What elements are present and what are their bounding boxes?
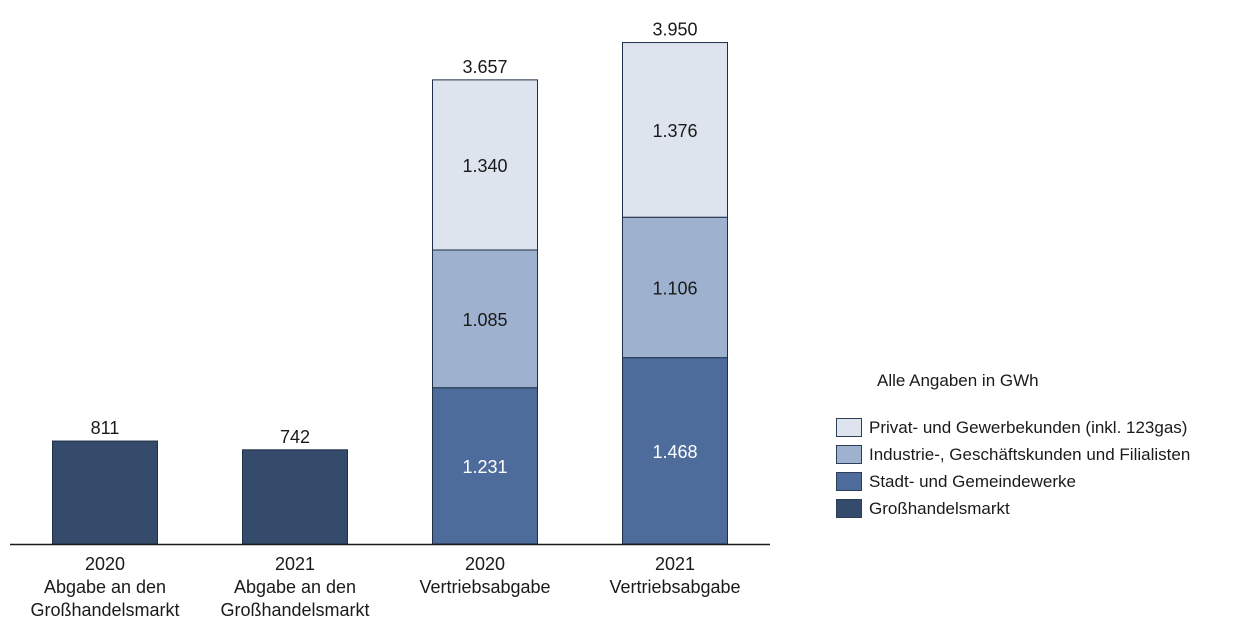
bar-total-label: 811 xyxy=(91,418,120,438)
legend-label-privat: Privat- und Gewerbekunden (inkl. 123gas) xyxy=(869,417,1188,437)
segment-value-label: 1.340 xyxy=(462,156,507,176)
bar-segment xyxy=(432,387,538,545)
legend-item-privat: Privat- und Gewerbekunden (inkl. 123gas) xyxy=(836,414,1190,441)
segment-value-label: 1.106 xyxy=(652,278,697,298)
legend-label-industrie: Industrie-, Geschäftskunden und Filialis… xyxy=(869,444,1191,464)
legend-swatch-stadt xyxy=(836,472,862,491)
x-tick-label: 2021 xyxy=(655,554,695,574)
legend-label-grosshandel: Großhandelsmarkt xyxy=(869,498,1010,518)
segment-value-label: 1.376 xyxy=(652,121,697,141)
legend-label-stadt: Stadt- und Gemeindewerke xyxy=(869,471,1076,491)
x-tick-label: Großhandelsmarkt xyxy=(220,600,369,620)
bar-total-label: 3.950 xyxy=(652,20,697,40)
segment-value-label: 1.231 xyxy=(462,457,507,477)
x-tick-label: Abgabe an den xyxy=(234,577,356,597)
segment-value-label: 1.468 xyxy=(652,442,697,462)
legend-item-industrie: Industrie-, Geschäftskunden und Filialis… xyxy=(836,441,1190,468)
bar-total-label: 742 xyxy=(280,427,310,447)
x-tick-label: Abgabe an den xyxy=(44,577,166,597)
x-tick-label: 2020 xyxy=(465,554,505,574)
x-tick-label: Vertriebsabgabe xyxy=(419,577,550,597)
x-tick-label: Vertriebsabgabe xyxy=(609,577,740,597)
bar-segment xyxy=(432,249,538,389)
legend: Privat- und Gewerbekunden (inkl. 123gas)… xyxy=(836,414,1190,522)
legend-swatch-privat xyxy=(836,418,862,437)
legend-item-grosshandel: Großhandelsmarkt xyxy=(836,495,1190,522)
legend-swatch-industrie xyxy=(836,445,862,464)
bar-segment xyxy=(242,449,348,545)
bar-segment xyxy=(622,216,728,359)
x-tick-label: 2020 xyxy=(85,554,125,574)
bar-segment xyxy=(52,440,158,545)
x-tick-label: 2021 xyxy=(275,554,315,574)
bar-segment xyxy=(622,357,728,545)
segment-value-label: 1.085 xyxy=(462,310,507,330)
x-tick-label: Großhandelsmarkt xyxy=(30,600,179,620)
legend-item-stadt: Stadt- und Gemeindewerke xyxy=(836,468,1190,495)
bar-segment xyxy=(432,79,538,251)
stacked-bar-chart: 811 2020 Abgabe an den Großhandelsmarkt 742 2… xyxy=(10,20,770,620)
unit-note: Alle Angaben in GWh xyxy=(877,371,1039,390)
bar-total-label: 3.657 xyxy=(462,57,507,77)
legend-swatch-grosshandel xyxy=(836,499,862,518)
bar-segment xyxy=(622,42,728,218)
